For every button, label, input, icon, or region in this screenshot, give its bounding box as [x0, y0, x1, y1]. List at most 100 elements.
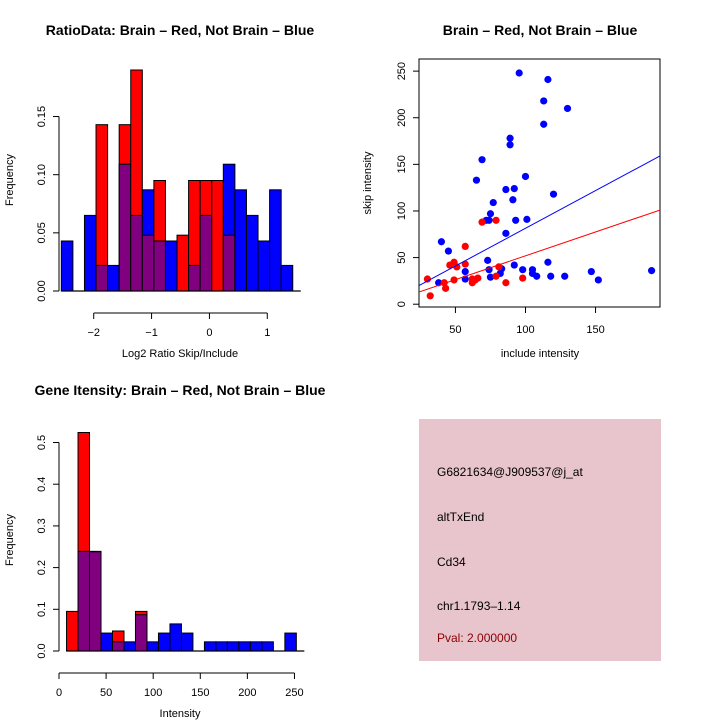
scatter-point-not-brain [533, 272, 541, 280]
y-tick-label: 0.1 [36, 602, 48, 617]
scatter-point-not-brain [587, 267, 595, 276]
histogram-bar-overlap [222, 234, 236, 292]
x-tick-label: 50 [449, 324, 461, 336]
scatter-point-not-brain [594, 276, 602, 284]
scatter-point-not-brain [509, 196, 517, 204]
scatter-point-not-brain [486, 273, 495, 281]
regression-line-brain [419, 209, 660, 293]
histogram-bar-overlap [118, 163, 132, 292]
histogram-bar [203, 641, 217, 652]
scatter-point-not-brain [547, 272, 555, 280]
scatter-point-brain [492, 272, 500, 280]
y-tick-label: 0.00 [36, 280, 48, 301]
histogram-bar-overlap [111, 641, 125, 652]
y-tick-label: 0.5 [36, 435, 48, 450]
scatter-point-brain [461, 242, 469, 250]
x-tick-label: −1 [145, 327, 158, 339]
histogram-bar [269, 189, 282, 292]
gene-hist-title: Gene Itensity: Brain – Red, Not Brain – … [35, 382, 326, 398]
y-tick-label: 0 [396, 301, 408, 307]
scatter-point-brain [478, 218, 486, 226]
scatter-point-not-brain [515, 69, 523, 77]
y-tick-label: 200 [396, 109, 408, 127]
histogram-bar-overlap [199, 214, 213, 292]
scatter-point-not-brain [437, 238, 446, 246]
y-tick-label: 0.4 [36, 477, 48, 492]
scatter-point-brain [442, 284, 450, 292]
scatter-point-not-brain [544, 75, 552, 84]
scatter-point-not-brain [489, 198, 497, 207]
pval-text: Pval: 2.000000 [437, 631, 517, 645]
scatter-point-not-brain [647, 267, 656, 275]
regression-line-not-brain [419, 155, 660, 286]
histogram-bar [249, 641, 263, 652]
scatter-point-not-brain [540, 97, 548, 105]
y-tick-label: 250 [396, 62, 408, 80]
histogram-bar [66, 610, 79, 652]
histogram-bar [146, 641, 159, 652]
histogram-bar-overlap [77, 550, 91, 652]
scatter-point-brain [423, 275, 432, 283]
histogram-bar [215, 641, 228, 652]
scatter-point-not-brain [461, 267, 469, 276]
scatter-point-brain [492, 216, 500, 224]
histogram-bar [60, 240, 74, 292]
scatter-plot-box [418, 58, 661, 308]
x-tick-label: −2 [87, 327, 100, 339]
histogram-bar-overlap [95, 264, 109, 292]
x-tick-label: 100 [144, 687, 162, 699]
histogram-bar [226, 641, 240, 652]
x-tick-label: 250 [285, 687, 303, 699]
x-tick-label: 1 [264, 327, 270, 339]
event-type-text: altTxEnd [437, 510, 484, 524]
ratio-histogram-panel: RatioData: Brain – Red, Not Brain – Blue… [4, 22, 314, 360]
scatter-point-not-brain [512, 216, 520, 224]
y-tick-label: 0.15 [36, 106, 48, 127]
scatter-point-not-brain [510, 184, 518, 193]
scatter-title: Brain – Red, Not Brain – Blue [443, 22, 638, 38]
histogram-bar [280, 264, 294, 292]
y-tick-label: 0.05 [36, 222, 48, 243]
y-tick-label: 50 [396, 251, 408, 263]
y-tick-label: 0.3 [36, 518, 48, 533]
scatter-point-not-brain [521, 172, 530, 181]
scatter-point-not-brain [502, 229, 510, 237]
intensity-scatter-panel: Brain – Red, Not Brain – Blue include in… [362, 22, 661, 360]
scatter-point-not-brain [506, 134, 514, 142]
scatter-point-not-brain [506, 141, 514, 149]
scatter-point-not-brain [549, 190, 558, 198]
scatter-point-not-brain [523, 215, 531, 223]
histogram-bar-overlap [134, 614, 148, 652]
x-tick-label: 50 [100, 687, 112, 699]
x-tick-label: 150 [191, 687, 209, 699]
scatter-point-not-brain [540, 120, 548, 128]
scatter-point-not-brain [444, 247, 453, 255]
scatter-point-brain [461, 260, 469, 268]
histogram-bar-overlap [141, 234, 155, 292]
gene-name-text: Cd34 [437, 555, 466, 569]
histogram-bar [157, 632, 171, 652]
ratio-hist-xlabel: Log2 Ratio Skip/Include [122, 348, 238, 360]
gene-hist-ylabel: Frequency [4, 514, 16, 566]
y-tick-label: 0.2 [36, 560, 48, 575]
location-text: chr1.1793–1.14 [437, 599, 521, 613]
scatter-point-not-brain [510, 261, 518, 269]
y-tick-label: 0.0 [36, 643, 48, 658]
scatter-point-brain [519, 274, 527, 282]
scatter-point-not-brain [485, 216, 493, 224]
scatter-xlabel: include intensity [501, 348, 580, 360]
gene-intensity-histogram-panel: Gene Itensity: Brain – Red, Not Brain – … [4, 382, 326, 720]
scatter-point-not-brain [472, 176, 481, 184]
histogram-bar [164, 240, 178, 292]
scatter-point-not-brain [484, 256, 492, 264]
histogram-bar-overlap [153, 240, 166, 292]
histogram-bar [83, 214, 97, 292]
x-tick-label: 0 [56, 687, 62, 699]
scatter-point-brain [502, 279, 510, 287]
probe-id-text: G6821634@J909537@j_at [437, 465, 583, 479]
scatter-point-not-brain [544, 258, 552, 266]
histogram-bar [238, 641, 251, 652]
y-tick-label: 0.10 [36, 164, 48, 185]
histogram-bar [180, 632, 194, 652]
